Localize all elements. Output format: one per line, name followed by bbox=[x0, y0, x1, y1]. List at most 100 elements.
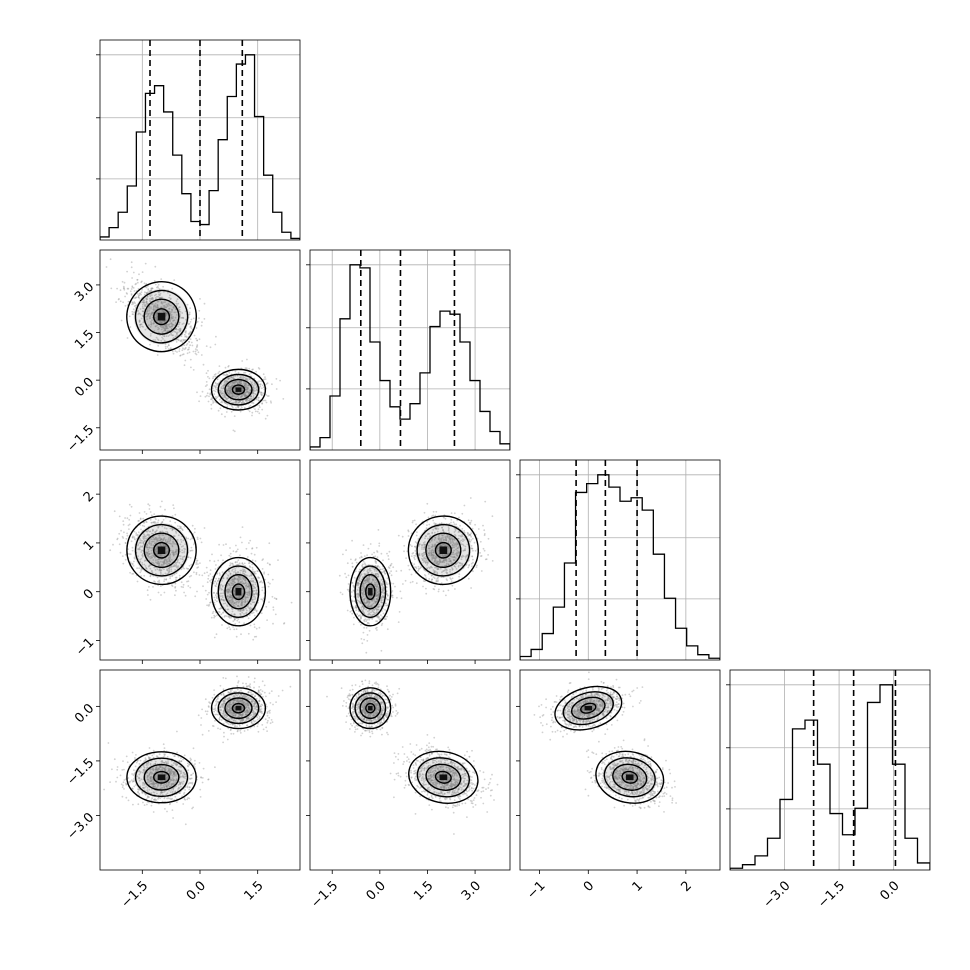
sample-point bbox=[187, 537, 190, 540]
sample-point bbox=[177, 302, 180, 305]
sample-point bbox=[130, 288, 133, 290]
sample-point bbox=[160, 321, 163, 324]
sample-point bbox=[222, 598, 225, 601]
sample-point bbox=[246, 387, 249, 390]
sample-point bbox=[255, 589, 258, 592]
sample-point bbox=[250, 398, 253, 400]
sample-point bbox=[156, 304, 159, 306]
sample-point bbox=[448, 558, 451, 560]
sample-point bbox=[183, 555, 186, 558]
sample-point bbox=[429, 547, 431, 550]
sample-point bbox=[444, 535, 447, 538]
sample-point bbox=[197, 351, 200, 354]
sample-point bbox=[234, 401, 237, 403]
sample-point bbox=[171, 309, 174, 312]
sample-point bbox=[245, 398, 248, 401]
sample-point bbox=[239, 612, 242, 615]
sample-point bbox=[215, 596, 218, 598]
sample-point bbox=[219, 607, 222, 610]
sample-point bbox=[468, 563, 471, 566]
sample-point bbox=[213, 591, 215, 594]
sample-point bbox=[207, 369, 209, 372]
sample-point bbox=[237, 609, 240, 612]
sample-point bbox=[137, 520, 140, 522]
sample-point bbox=[157, 580, 159, 583]
sample-point bbox=[183, 559, 186, 562]
sample-point bbox=[238, 385, 241, 388]
sample-point bbox=[176, 298, 179, 301]
sample-point bbox=[376, 572, 378, 575]
sample-point bbox=[454, 559, 456, 561]
sample-point bbox=[125, 537, 128, 540]
sample-point bbox=[255, 591, 257, 594]
sample-point bbox=[160, 301, 163, 303]
sample-point bbox=[156, 561, 159, 563]
sample-point bbox=[148, 534, 151, 536]
sample-point bbox=[167, 324, 170, 326]
sample-point bbox=[434, 537, 437, 539]
sample-point bbox=[378, 593, 380, 596]
sample-point bbox=[241, 562, 244, 565]
sample-point bbox=[133, 305, 136, 307]
sample-point bbox=[220, 595, 222, 597]
sample-point bbox=[222, 599, 225, 602]
sample-point bbox=[194, 350, 197, 353]
sample-point bbox=[445, 560, 448, 562]
sample-point bbox=[256, 570, 259, 572]
sample-point bbox=[253, 585, 256, 588]
sample-point bbox=[249, 380, 252, 383]
sample-point bbox=[230, 581, 232, 584]
sample-point bbox=[150, 322, 153, 325]
sample-point bbox=[133, 556, 136, 559]
sample-point bbox=[131, 313, 134, 316]
sample-point bbox=[422, 558, 424, 561]
sample-point bbox=[241, 576, 244, 579]
sample-point bbox=[246, 609, 248, 612]
sample-point bbox=[168, 556, 170, 559]
sample-point bbox=[368, 612, 370, 614]
sample-point bbox=[171, 551, 173, 554]
sample-point bbox=[159, 531, 161, 533]
sample-point bbox=[153, 304, 156, 306]
sample-point bbox=[155, 319, 158, 321]
sample-point bbox=[232, 620, 235, 622]
sample-point bbox=[157, 295, 160, 298]
sample-point bbox=[246, 379, 249, 382]
sample-point bbox=[259, 383, 261, 386]
sample-point bbox=[367, 579, 369, 582]
sample-point bbox=[206, 392, 209, 395]
sample-point bbox=[209, 392, 212, 394]
sample-point bbox=[240, 581, 242, 583]
sample-point bbox=[228, 599, 231, 602]
sample-point bbox=[362, 586, 365, 589]
sample-point bbox=[228, 393, 231, 396]
sample-point bbox=[148, 546, 151, 549]
sample-point bbox=[243, 613, 245, 615]
sample-point bbox=[162, 563, 165, 565]
sample-point bbox=[385, 583, 388, 585]
sample-point bbox=[470, 535, 472, 538]
sample-point bbox=[245, 398, 248, 401]
sample-point bbox=[237, 586, 240, 589]
sample-point bbox=[215, 633, 218, 636]
sample-point bbox=[227, 389, 230, 392]
sample-point bbox=[360, 573, 363, 576]
sample-point bbox=[431, 555, 434, 557]
sample-point bbox=[152, 521, 155, 524]
sample-point bbox=[427, 547, 430, 550]
sample-point bbox=[369, 606, 371, 609]
sample-point bbox=[163, 561, 166, 563]
sample-point bbox=[118, 543, 121, 546]
sample-point bbox=[126, 287, 129, 290]
sample-point bbox=[149, 290, 151, 292]
sample-point bbox=[199, 298, 201, 300]
sample-point bbox=[155, 305, 157, 308]
sample-point bbox=[232, 580, 234, 583]
sample-point bbox=[442, 538, 445, 541]
sample-point bbox=[358, 595, 361, 598]
sample-point bbox=[244, 585, 247, 587]
sample-point bbox=[164, 312, 167, 315]
sample-point bbox=[119, 551, 122, 554]
sample-point bbox=[220, 598, 223, 601]
sample-point bbox=[150, 333, 152, 335]
